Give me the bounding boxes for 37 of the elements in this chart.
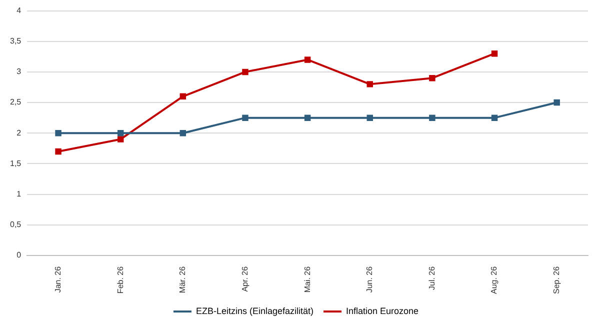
point (429, 114, 436, 121)
y-tick-label: 2 (16, 128, 22, 138)
point (55, 148, 62, 155)
point (554, 99, 560, 106)
legend-label: Inflation Eurozone (346, 306, 419, 316)
y-tick-label: 1 (16, 189, 22, 198)
x-tick-label: Jul. 26 (427, 266, 436, 290)
x-tick-label: Jan. 26 (53, 266, 62, 293)
x-tick-label: Sep. 26 (552, 266, 562, 294)
x-tick-label: Mär. 26 (178, 266, 188, 294)
point (242, 68, 248, 76)
x-tick-label: Feb. 26 (116, 266, 125, 294)
point (180, 130, 186, 136)
point (180, 93, 186, 100)
y-tick-label: 1,5 (10, 158, 22, 168)
y-tick-label: 3,5 (10, 36, 22, 46)
point (491, 114, 498, 121)
x-tick-label: Aug. 26 (490, 266, 499, 294)
y-tick-label: 3 (16, 67, 22, 76)
point (242, 114, 248, 121)
y-tick-label: 0 (16, 250, 22, 260)
y-tick-label: 4 (16, 6, 22, 16)
point (117, 130, 124, 136)
point (366, 114, 373, 121)
point (366, 81, 373, 88)
legend-label: EZB-Leitzins (Einlagefazilität) (196, 306, 314, 316)
x-tick-label: Apr. 26 (240, 266, 250, 292)
point (117, 136, 124, 142)
point (491, 50, 498, 57)
point (304, 56, 311, 63)
y-tick-label: 2,5 (10, 98, 22, 107)
x-tick-label: Jun. 26 (365, 266, 374, 293)
y-tick-label: 0,5 (10, 220, 22, 230)
point (429, 74, 436, 82)
x-tick-label: Mai. 26 (302, 266, 312, 293)
point (304, 114, 311, 121)
point (55, 130, 62, 136)
